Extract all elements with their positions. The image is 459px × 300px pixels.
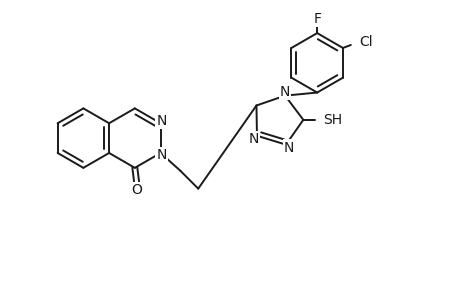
Text: N: N <box>156 114 167 128</box>
Text: F: F <box>313 12 320 26</box>
Text: N: N <box>283 141 293 154</box>
Text: SH: SH <box>322 113 341 127</box>
Text: N: N <box>279 85 290 99</box>
Text: N: N <box>156 148 167 162</box>
Text: Cl: Cl <box>358 35 372 49</box>
Text: O: O <box>131 183 142 196</box>
Text: N: N <box>248 132 258 146</box>
